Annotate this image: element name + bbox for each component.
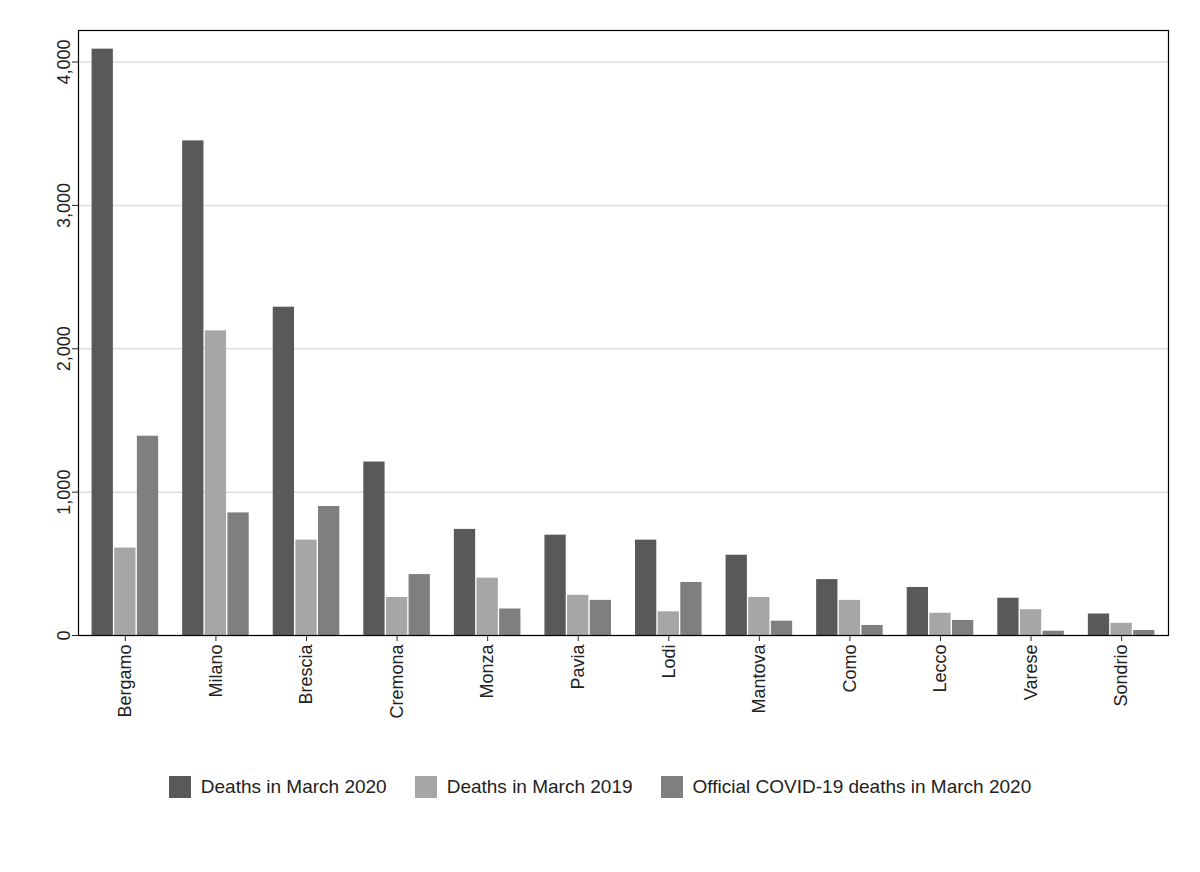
svg-text:Varese: Varese [1021, 645, 1041, 701]
html-text:Official COVID-19 deaths in Ma: Official COVID-19 deaths in March 2020 [692, 776, 1032, 797]
svg-text:Cremona: Cremona [387, 644, 407, 719]
svg-text:Monza: Monza [477, 644, 497, 699]
svg-text:2,000: 2,000 [54, 326, 74, 371]
svg-text:Sondrio: Sondrio [1111, 645, 1131, 707]
html-text:Deaths in March 2019: Deaths in March 2019 [446, 776, 633, 797]
svg-text:3,000: 3,000 [54, 183, 74, 228]
svg-text:Mantova: Mantova [749, 644, 769, 714]
svg-text:0: 0 [54, 630, 74, 640]
svg-text:4,000: 4,000 [54, 40, 74, 85]
svg-text:Lodi: Lodi [659, 645, 679, 679]
svg-text:Lecco: Lecco [930, 645, 950, 693]
svg-text:Brescia: Brescia [296, 644, 316, 705]
svg-text:Como: Como [840, 645, 860, 693]
html-text:Deaths in March 2020: Deaths in March 2020 [200, 776, 387, 797]
svg-text:Milano: Milano [206, 645, 226, 698]
svg-text:Pavia: Pavia [568, 644, 588, 690]
svg-text:1,000: 1,000 [54, 470, 74, 515]
svg-text:Bergamo: Bergamo [115, 645, 135, 718]
